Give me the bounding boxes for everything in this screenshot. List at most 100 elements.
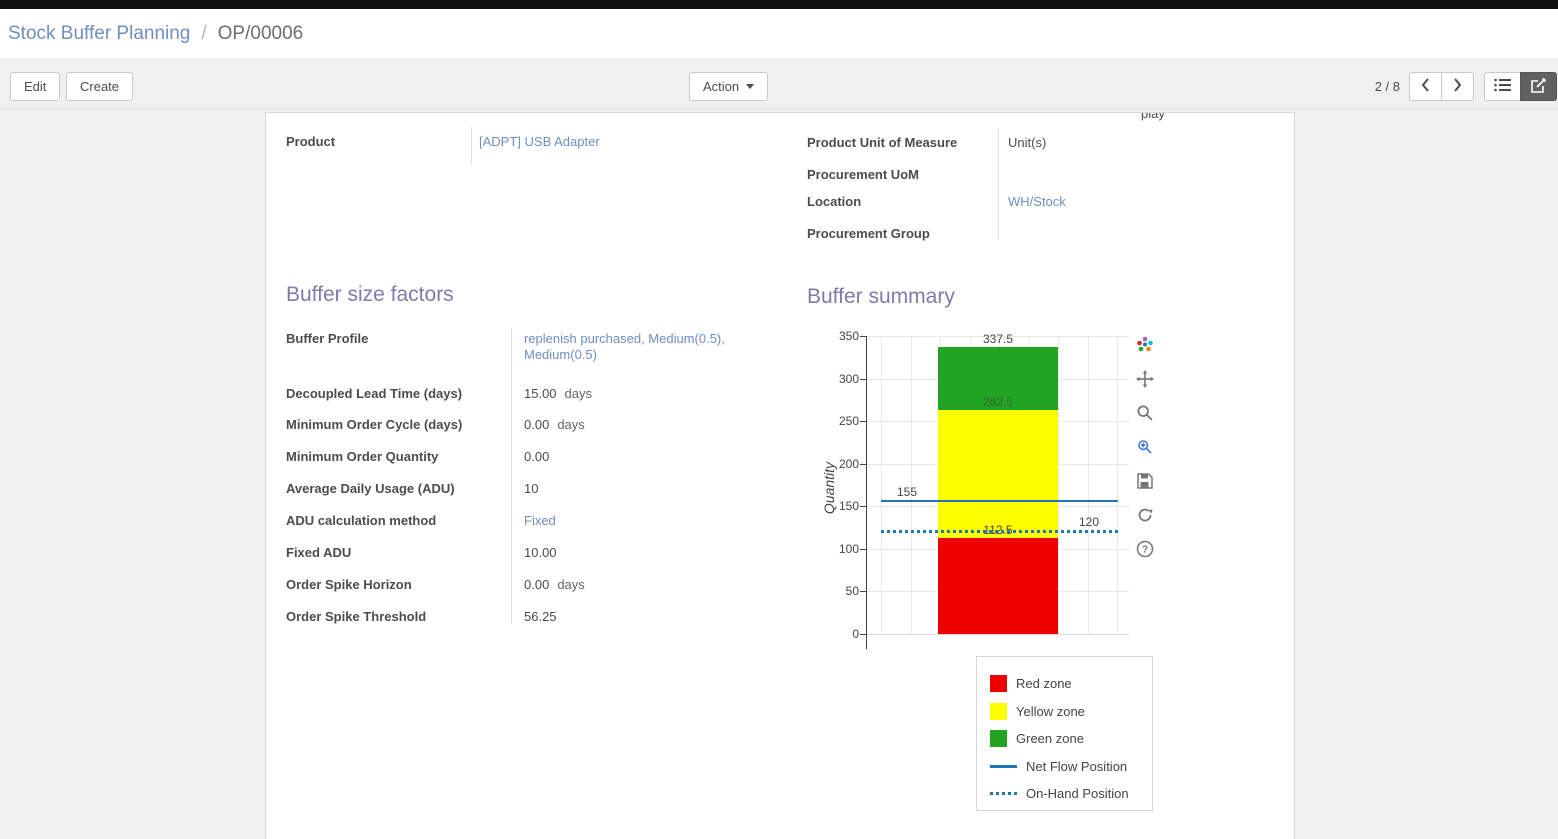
field-separator <box>471 127 472 165</box>
field-label-buffer-profile: Buffer Profile <box>286 331 369 346</box>
legend-swatch-green-zone <box>990 730 1007 748</box>
chart-tick <box>860 548 866 550</box>
edit-button[interactable]: Edit <box>10 72 61 101</box>
chart-ytick-200: 200 <box>838 456 859 471</box>
chart-gridline <box>1087 336 1089 634</box>
field-label-decoupled-lead-time-days: Decoupled Lead Time (days) <box>286 386 463 401</box>
chart-ytick-0: 0 <box>852 626 859 641</box>
field-value-adu-calculation-method[interactable]: Fixed <box>524 513 556 528</box>
chart-label-yellow-zone: 262.5 <box>982 395 1014 410</box>
field-label-procurement-group: Procurement Group <box>807 226 930 241</box>
section-title-buffer-summary: Buffer summary <box>807 285 955 308</box>
field-row: Fixed ADU 10.00 <box>286 545 557 561</box>
reset-icon[interactable] <box>1135 505 1155 525</box>
chart-tick <box>860 336 866 337</box>
chart-ytick-100: 100 <box>838 541 859 556</box>
field-value-average-daily-usage-adu: 10 <box>524 481 539 496</box>
breadcrumb-current: OP/00006 <box>217 22 304 44</box>
field-row: Order Spike Threshold 56.25 <box>286 609 557 625</box>
field-row: Average Daily Usage (ADU) 10 <box>286 481 538 497</box>
field-value-product-unit-of-measure: Unit(s) <box>1008 135 1047 150</box>
field-value-buffer-profile[interactable]: replenish purchased, Medium(0.5), Medium… <box>524 331 725 362</box>
chart-gridline <box>910 336 912 634</box>
form-edit-icon <box>1530 77 1547 97</box>
chart-y-axis-title: Quantity <box>821 461 837 515</box>
caret-down-icon <box>746 84 755 89</box>
legend-item-yellow-zone[interactable]: Yellow zone <box>977 698 1152 726</box>
list-icon <box>1493 78 1512 95</box>
field-value-order-spike-horizon: 0.00 <box>524 577 550 592</box>
legend-item-green-zone[interactable]: Green zone <box>977 725 1152 753</box>
chart-tick <box>860 506 866 507</box>
pager-next-button[interactable] <box>1441 72 1474 101</box>
field-value-decoupled-lead-time-days: 15.00 <box>524 386 557 401</box>
legend-swatch-net-flow-position <box>990 764 1017 768</box>
chart-tick <box>860 378 866 380</box>
clipped-text-fragment: play <box>1141 112 1165 121</box>
chart-line-on-hand-position <box>881 529 1118 533</box>
field-value-location[interactable]: WH/Stock <box>1008 194 1066 209</box>
legend-item-red-zone[interactable]: Red zone <box>977 670 1152 698</box>
chart-gridline <box>1117 336 1118 634</box>
chart-bar-red-zone <box>938 537 1058 634</box>
plotly-logo-icon[interactable] <box>1135 335 1155 355</box>
chevron-left-icon <box>1421 78 1430 95</box>
field-row: Buffer Profile replenish purchased, Mediu… <box>286 331 769 363</box>
field-label-product-unit-of-measure: Product Unit of Measure <box>807 135 958 150</box>
legend-item-on-hand-position[interactable]: On-Hand Position <box>977 780 1152 808</box>
save-icon[interactable] <box>1135 471 1155 491</box>
pager-previous-button[interactable] <box>1409 72 1442 101</box>
field-label-fixed-adu: Fixed ADU <box>286 545 352 560</box>
pager-buttons <box>1409 72 1474 101</box>
breadcrumb-parent-link[interactable]: Stock Buffer Planning <box>8 22 191 44</box>
chart-modebar: ? <box>1133 335 1157 559</box>
field-label-location: Location <box>807 194 862 209</box>
field-unit-minimum-order-cycle-days: days <box>557 417 585 432</box>
create-button[interactable]: Create <box>66 72 134 101</box>
zoom-in-icon[interactable] <box>1135 437 1155 457</box>
pan-icon[interactable] <box>1135 369 1155 389</box>
chart-ytick-50: 50 <box>845 584 859 598</box>
action-dropdown-button[interactable]: Action <box>689 72 769 101</box>
help-icon[interactable]: ? <box>1135 539 1155 559</box>
field-separator <box>998 128 999 240</box>
chart-bar-green-zone <box>938 346 1058 411</box>
chart-y-axis <box>866 336 867 649</box>
buffer-summary-chart: ? Red zone Yellow zone Green zone Net Flow … <box>811 329 1163 831</box>
svg-text:?: ? <box>1142 545 1148 556</box>
field-value-fixed-adu: 10.00 <box>524 545 557 560</box>
content-area: play Product [ADPT] USB Adapter Product U… <box>0 109 1558 839</box>
legend-label-red-zone: Red zone <box>1016 676 1072 692</box>
field-unit-decoupled-lead-time-days: days <box>564 386 593 401</box>
chart-ytick-300: 300 <box>838 371 859 386</box>
form-view-button[interactable] <box>1520 72 1557 101</box>
form-sheet: play Product [ADPT] USB Adapter Product U… <box>265 112 1295 839</box>
view-switcher <box>1484 72 1557 101</box>
legend-item-net-flow-position[interactable]: Net Flow Position <box>977 753 1152 781</box>
list-view-button[interactable] <box>1484 72 1521 101</box>
pager: 2 / 8 <box>1336 72 1400 101</box>
field-value-order-spike-threshold: 56.25 <box>524 609 557 624</box>
chart-bar-yellow-zone <box>938 410 1058 538</box>
legend-swatch-on-hand-position <box>990 792 1017 796</box>
zoom-icon[interactable] <box>1135 403 1155 423</box>
chart-gridline <box>881 336 882 634</box>
field-row: Order Spike Horizon 0.00 days <box>286 577 585 593</box>
action-label: Action <box>703 79 740 94</box>
chart-ytick-250: 250 <box>838 414 859 428</box>
chart-tick <box>860 463 866 465</box>
field-value-minimum-order-quantity: 0.00 <box>524 449 550 464</box>
chart-gridline <box>866 336 1129 337</box>
field-row: Procurement UoM <box>807 167 1008 183</box>
field-label-adu-calculation-method: ADU calculation method <box>286 513 437 528</box>
field-separator <box>511 328 512 624</box>
field-label-minimum-order-cycle-days: Minimum Order Cycle (days) <box>286 417 463 432</box>
field-label-product: Product <box>286 134 336 149</box>
field-row: Decoupled Lead Time (days) 15.00 days <box>286 386 592 402</box>
field-row: Location WH/Stock <box>807 194 1066 210</box>
pager-value: 2 / 8 <box>1374 79 1400 94</box>
field-value-minimum-order-cycle-days: 0.00 <box>524 417 550 432</box>
field-value-product[interactable]: [ADPT] USB Adapter <box>479 134 600 149</box>
chart-tick <box>860 633 866 635</box>
